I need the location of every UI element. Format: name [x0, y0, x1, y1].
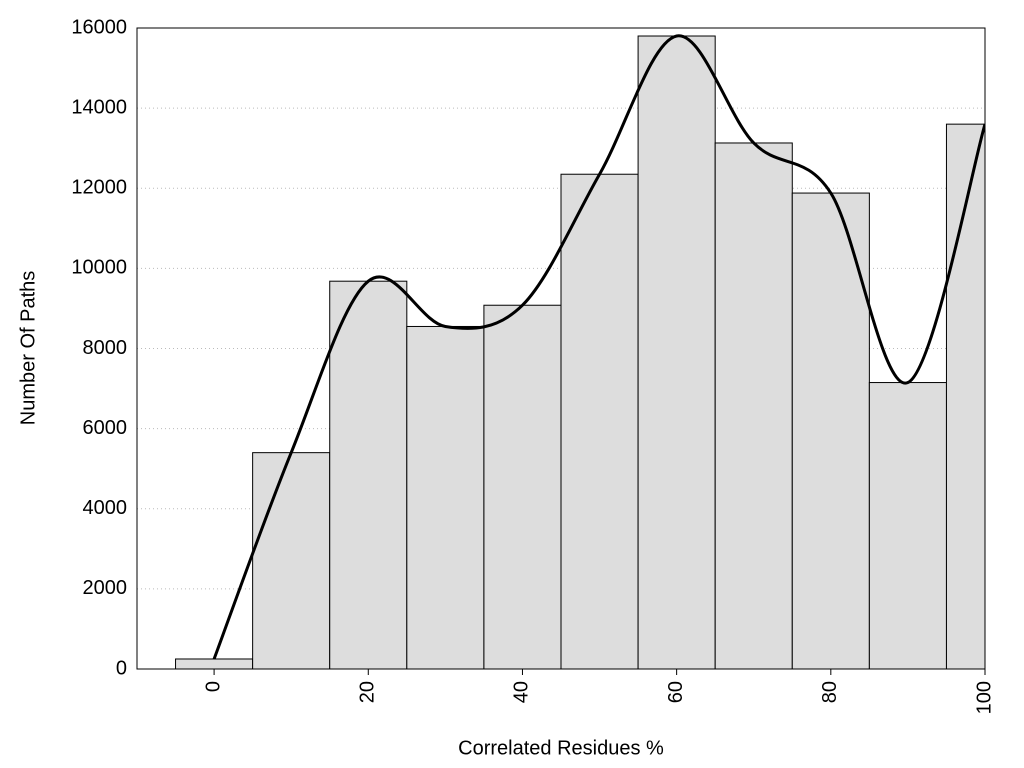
- bar: [560, 173, 639, 669]
- y-tick-label: 4000: [83, 497, 128, 519]
- x-tick-label: 20: [357, 681, 379, 703]
- y-axis-label: Number Of Paths: [17, 271, 39, 426]
- y-tick-label: 10000: [71, 257, 127, 279]
- x-tick-label: 80: [819, 681, 841, 703]
- plot-frame: [136, 27, 986, 670]
- bar: [329, 280, 408, 669]
- y-tick-label: 6000: [83, 417, 128, 439]
- x-tick-label: 40: [511, 681, 533, 703]
- bar: [714, 142, 793, 669]
- y-tick-label: 2000: [83, 577, 128, 599]
- plot-area: [175, 34, 985, 669]
- bar: [175, 658, 254, 669]
- x-axis-label: Correlated Residues %: [458, 737, 664, 759]
- x-tick-label: 60: [665, 681, 687, 703]
- y-tick-label: 14000: [71, 96, 127, 118]
- y-tick-label: 8000: [83, 337, 128, 359]
- x-tick-label: 0: [202, 681, 224, 692]
- smooth-line: [212, 34, 985, 660]
- bar: [637, 35, 716, 669]
- bar: [483, 304, 562, 669]
- x-tick-label: 100: [973, 681, 995, 714]
- y-tick-label: 12000: [71, 177, 127, 199]
- y-tick-label: 0: [116, 657, 127, 679]
- bar: [868, 382, 947, 669]
- bar: [406, 325, 485, 669]
- bar: [252, 452, 331, 669]
- y-tick-label: 16000: [71, 16, 127, 38]
